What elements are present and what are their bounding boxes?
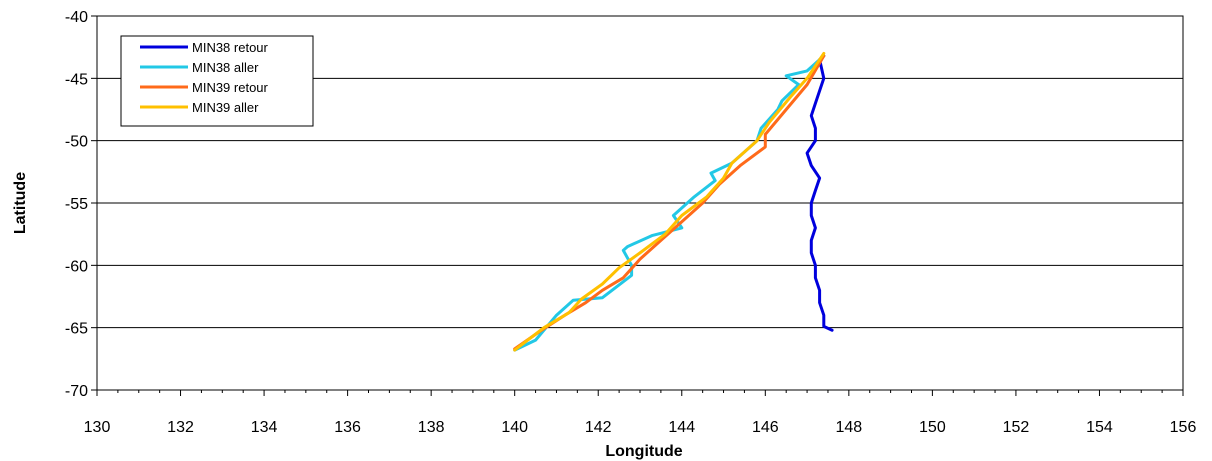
x-axis-title: Longitude <box>605 443 682 460</box>
legend-label: MIN38 retour <box>192 40 269 55</box>
legend-box <box>120 35 314 127</box>
x-tick-label: 154 <box>1086 419 1113 436</box>
y-tick-label: -50 <box>65 134 88 151</box>
legend-label: MIN38 aller <box>192 60 259 75</box>
series-lines <box>513 51 834 352</box>
x-tick-label: 140 <box>501 419 528 436</box>
x-tick-label: 142 <box>585 419 612 436</box>
y-tick-label: -55 <box>65 196 88 213</box>
y-tick-label: -65 <box>65 321 88 338</box>
x-tick-label: 130 <box>84 419 111 436</box>
x-tick-label: 132 <box>167 419 194 436</box>
x-tick-label: 150 <box>919 419 946 436</box>
y-tick-label: -40 <box>65 9 88 26</box>
x-tick-label: 134 <box>251 419 278 436</box>
x-tick-label: 146 <box>752 419 779 436</box>
legend-label: MIN39 retour <box>192 80 269 95</box>
x-tick-label: 148 <box>835 419 862 436</box>
legend: MIN38 retour MIN38 aller MIN39 retour MIN39… <box>120 35 314 127</box>
x-tick-label: 136 <box>334 419 361 436</box>
x-tick-label: 138 <box>418 419 445 436</box>
y-axis-title: Latitude <box>12 172 29 234</box>
x-tick-label: 152 <box>1003 419 1030 436</box>
series-line-min38-aller <box>513 54 826 352</box>
series-line-min39-aller <box>513 51 826 352</box>
series-line-min38-retour <box>805 54 834 332</box>
x-tick-label: 156 <box>1170 419 1197 436</box>
axes <box>91 15 1184 396</box>
x-tick-labels: 130 132 134 136 138 140 142 144 146 148 150 152 154 1… <box>84 419 1197 436</box>
legend-label: MIN39 aller <box>192 100 259 115</box>
y-tick-label: -70 <box>65 383 88 400</box>
x-tick-label: 144 <box>668 419 695 436</box>
y-tick-labels: -40 -45 -50 -55 -60 -65 -70 <box>65 9 88 400</box>
series-line-min39-retour <box>513 54 826 351</box>
y-tick-label: -45 <box>65 71 88 88</box>
y-tick-label: -60 <box>65 258 88 275</box>
